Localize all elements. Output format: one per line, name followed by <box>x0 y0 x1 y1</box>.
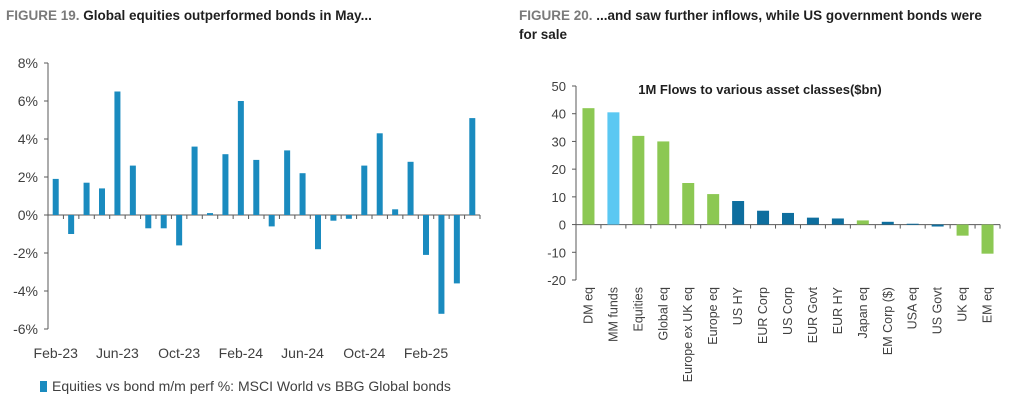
legend-label: Equities vs bond m/m perf %: MSCI World … <box>52 378 451 394</box>
figure-20-text: ...and saw further inflows, while US gov… <box>519 8 982 42</box>
bar <box>906 223 919 225</box>
bar <box>145 215 152 229</box>
figure-19-title: FIGURE 19. Global equities outperformed … <box>6 6 486 25</box>
x-tick-label: EUR Govt <box>806 286 820 343</box>
bar <box>582 108 595 225</box>
bar <box>956 224 969 236</box>
bar <box>268 215 275 227</box>
bar <box>407 161 414 215</box>
legend-swatch <box>40 381 47 392</box>
bar <box>376 133 383 215</box>
x-tick-label: Equities <box>631 287 645 331</box>
bar <box>423 215 429 255</box>
bar <box>632 135 645 225</box>
figure-20-title: FIGURE 20. ...and saw further inflows, w… <box>519 6 989 44</box>
y-tick-label: 50 <box>552 79 566 94</box>
bar <box>299 173 306 215</box>
x-tick-label: US Corp <box>781 287 795 335</box>
x-tick-label: Oct-24 <box>343 345 385 361</box>
bar <box>345 215 352 219</box>
x-tick-label: Oct-23 <box>158 345 200 361</box>
x-tick-label: Europe ex UK eq <box>681 287 695 382</box>
x-tick-label: EUR Corp <box>756 287 770 344</box>
x-tick-label: US HY <box>731 286 745 325</box>
y-tick-label: 40 <box>552 107 566 122</box>
bar <box>856 220 869 225</box>
x-tick-label: Jun-24 <box>281 345 324 361</box>
bar <box>99 188 105 215</box>
x-tick-label: DM eq <box>581 287 595 324</box>
bar <box>68 215 75 234</box>
bar <box>657 141 670 225</box>
x-tick-label: Europe eq <box>706 287 720 345</box>
x-tick-label: USA eq <box>906 287 920 329</box>
y-tick-label: -6% <box>13 321 38 337</box>
bar <box>315 215 321 250</box>
x-tick-label: EM Corp ($) <box>881 287 895 355</box>
bar <box>237 101 244 215</box>
bar <box>931 224 944 227</box>
x-tick-label: Global eq <box>656 287 670 341</box>
bar <box>607 112 620 225</box>
bar <box>981 224 994 254</box>
y-tick-label: 2% <box>18 169 38 185</box>
bar <box>330 215 337 221</box>
y-tick-label: -2% <box>13 245 38 261</box>
y-tick-label: 8% <box>18 55 38 71</box>
bar <box>222 154 229 215</box>
bar <box>831 218 844 225</box>
x-tick-label: EM eq <box>981 287 995 323</box>
bar <box>361 165 368 215</box>
y-tick-label: -20 <box>547 273 566 288</box>
bar <box>453 215 460 284</box>
y-tick-label: 20 <box>552 162 566 177</box>
x-tick-label: Japan eq <box>856 287 870 338</box>
y-tick-label: 4% <box>18 131 38 147</box>
x-tick-label: Feb-24 <box>219 345 264 361</box>
bar <box>129 165 136 215</box>
x-tick-label: Feb-23 <box>34 345 79 361</box>
bar <box>707 194 720 225</box>
x-tick-label: EUR HY <box>831 286 845 334</box>
equities-vs-bonds-chart: -6% -4% -2% 0% 2% 4% 6% 8% Feb-23 Jun-23 Oct-23 Feb… <box>13 55 481 394</box>
y-tick-label: 0% <box>18 207 38 223</box>
bar <box>160 215 167 229</box>
bar <box>392 209 399 215</box>
bar <box>732 201 745 225</box>
y-tick-label: 10 <box>552 190 566 205</box>
bar <box>438 215 445 314</box>
bar <box>191 146 198 215</box>
bar <box>176 215 183 246</box>
bar <box>207 213 213 215</box>
bar <box>469 118 476 215</box>
figure-19-label: FIGURE 19. <box>6 8 80 23</box>
figure-19-text: Global equities outperformed bonds in Ma… <box>83 8 372 23</box>
y-tick-label: -10 <box>547 245 566 260</box>
bar <box>806 217 819 225</box>
y-tick-label: 30 <box>552 134 566 149</box>
bar <box>284 150 291 215</box>
x-tick-label: Jun-23 <box>96 345 139 361</box>
chart-title: 1M Flows to various asset classes($bn) <box>638 82 881 97</box>
x-tick-label: Feb-25 <box>404 345 449 361</box>
bar <box>881 221 894 225</box>
bar <box>114 91 121 215</box>
x-tick-label: MM funds <box>606 287 620 342</box>
bar <box>83 182 90 215</box>
figure-20-label: FIGURE 20. <box>519 8 593 23</box>
bar <box>52 178 59 215</box>
bar <box>253 159 260 215</box>
y-tick-label: 6% <box>18 93 38 109</box>
bar <box>782 212 794 225</box>
bar <box>757 210 770 225</box>
bar <box>682 183 695 225</box>
y-tick-label: 0 <box>559 218 566 233</box>
x-tick-label: US Govt <box>931 286 945 334</box>
x-tick-label: UK eq <box>956 287 970 322</box>
y-tick-label: -4% <box>13 283 38 299</box>
